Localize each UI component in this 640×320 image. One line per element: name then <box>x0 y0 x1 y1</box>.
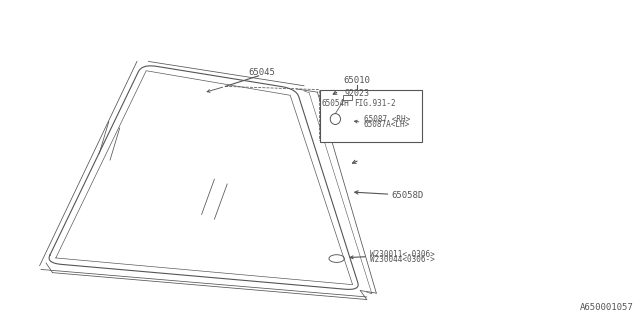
Text: 65087 <RH>: 65087 <RH> <box>364 115 410 124</box>
Text: W230044<0306->: W230044<0306-> <box>370 255 435 264</box>
Text: W230011<-0306>: W230011<-0306> <box>370 250 435 259</box>
Text: 65087A<LH>: 65087A<LH> <box>364 120 410 129</box>
Text: 65054H: 65054H <box>321 99 349 108</box>
Text: 65058D: 65058D <box>392 191 424 200</box>
Text: 92023: 92023 <box>344 89 369 98</box>
Ellipse shape <box>330 114 340 124</box>
Text: A650001057: A650001057 <box>580 303 634 312</box>
Text: FIG.931-2: FIG.931-2 <box>354 99 396 108</box>
Text: 65045: 65045 <box>248 68 275 77</box>
Text: 65010: 65010 <box>344 76 371 85</box>
Bar <box>343 95 352 100</box>
Bar <box>320 90 422 142</box>
